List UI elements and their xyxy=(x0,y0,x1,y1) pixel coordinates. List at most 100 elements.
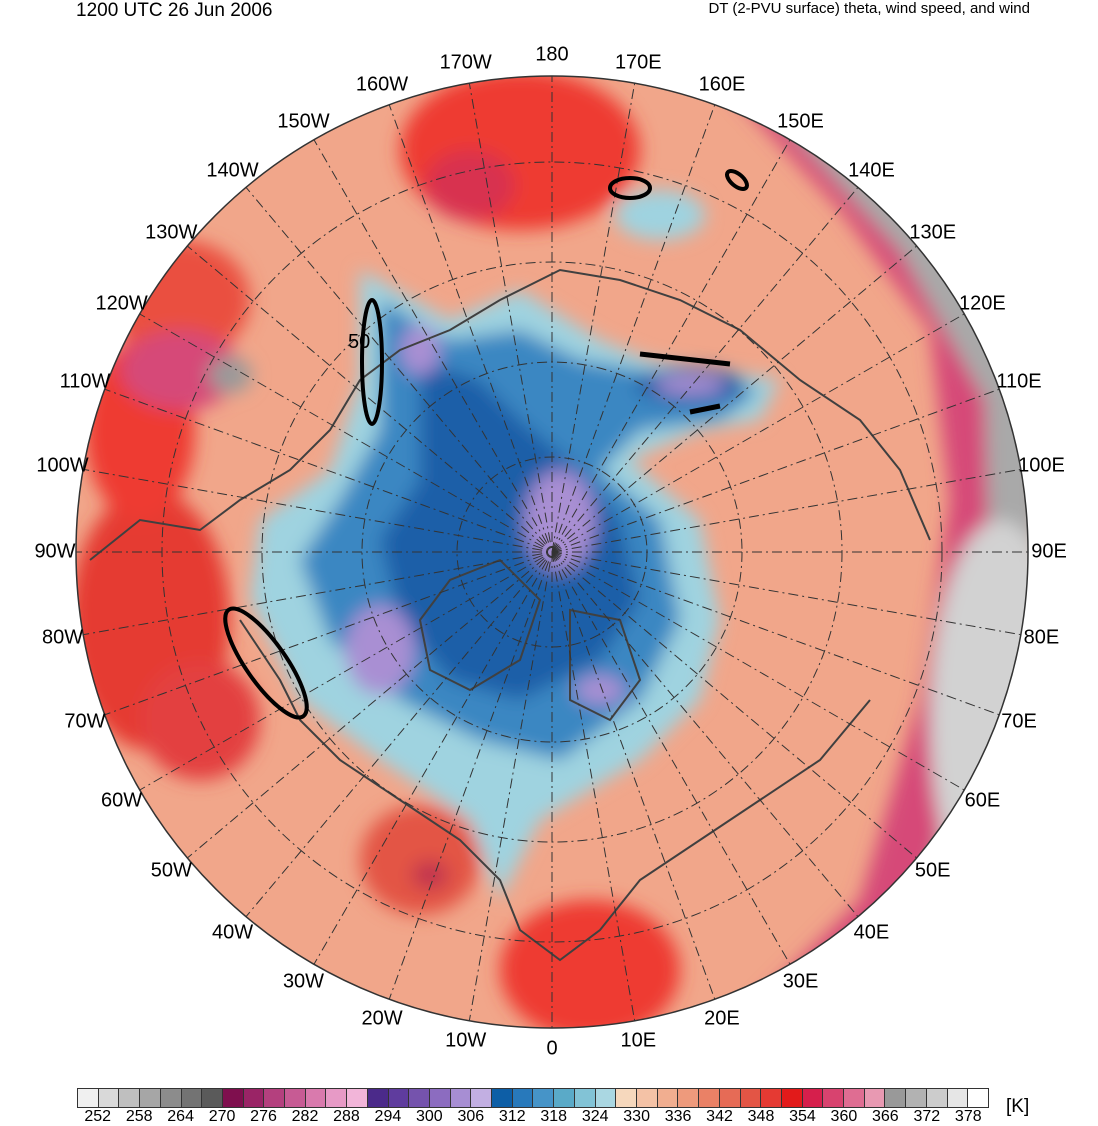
longitude-label: 100W xyxy=(36,454,89,477)
colorbar-swatch xyxy=(388,1089,410,1107)
longitude-label: 70E xyxy=(1001,710,1037,733)
colorbar-swatch xyxy=(533,1089,555,1107)
colorbar-swatch xyxy=(885,1089,907,1107)
longitude-label: 90W xyxy=(34,540,76,563)
graticule xyxy=(76,76,1028,1028)
colorbar-swatch xyxy=(595,1089,617,1107)
colorbar-tick-label: 372 xyxy=(913,1108,941,1125)
colorbar-swatch xyxy=(326,1089,348,1107)
colorbar-tick-label: 258 xyxy=(125,1108,153,1125)
longitude-label: 90E xyxy=(1031,540,1067,563)
longitude-label: 180 xyxy=(535,43,569,66)
colorbar-tick-label: 378 xyxy=(954,1108,982,1125)
colorbar-swatch xyxy=(202,1089,223,1107)
colorbar-swatch xyxy=(678,1089,700,1107)
coastlines xyxy=(89,268,931,962)
colorbar-swatch xyxy=(264,1089,286,1107)
colorbar-tick-label: 354 xyxy=(789,1108,816,1125)
meridian-line xyxy=(468,79,636,1025)
longitude-label: 50E xyxy=(914,859,951,882)
longitude-label: 110W xyxy=(59,370,111,393)
longitude-label: 170E xyxy=(614,51,662,74)
longitude-label: 130W xyxy=(145,221,198,244)
colorbar-swatch xyxy=(305,1089,327,1107)
longitude-label: 10W xyxy=(445,1029,487,1052)
colorbar-tick-label: 324 xyxy=(581,1108,609,1125)
colorbar-tick-label: 342 xyxy=(706,1108,733,1125)
longitude-label: 80W xyxy=(41,626,84,649)
colorbar-swatch xyxy=(285,1089,306,1107)
colorbar-tick-label: 300 xyxy=(416,1108,443,1125)
colorbar-swatch xyxy=(78,1089,99,1107)
colorbar-swatch xyxy=(471,1089,493,1107)
colorbar-tick-label: 282 xyxy=(291,1108,319,1125)
colorbar-swatch xyxy=(802,1089,824,1107)
contour-label: 50 xyxy=(348,331,370,353)
colorbar-unit: [K] xyxy=(1006,1096,1030,1117)
colorbar-tick-label: 306 xyxy=(457,1108,485,1125)
colorbar-tick-label: 318 xyxy=(540,1108,568,1125)
colorbar-tick-label: 264 xyxy=(167,1108,194,1125)
longitude-label: 110E xyxy=(996,370,1042,393)
colorbar-swatch xyxy=(864,1089,886,1107)
map-title-time: 1200 UTC 26 Jun 2006 xyxy=(76,0,273,21)
colorbar-swatch xyxy=(450,1089,472,1107)
colorbar-swatch xyxy=(160,1089,182,1107)
longitude-label: 60E xyxy=(964,789,1001,811)
longitude-label: 30W xyxy=(282,970,325,993)
longitude-label: 130E xyxy=(909,221,957,244)
colorbar-swatch xyxy=(554,1089,575,1107)
colorbar-swatch xyxy=(347,1089,368,1107)
meridian-line xyxy=(243,183,861,921)
longitude-label: 140E xyxy=(848,159,895,182)
colorbar-swatch xyxy=(243,1089,265,1107)
wind-speed-contours xyxy=(223,169,749,720)
longitude-label: 160W xyxy=(355,73,409,96)
colorbar-swatch xyxy=(367,1089,389,1107)
longitude-label: 140W xyxy=(206,159,259,182)
colorbar-swatch xyxy=(181,1089,203,1107)
colorbar-tick-label: 336 xyxy=(664,1108,692,1125)
colorbar-tick-label: 288 xyxy=(333,1108,360,1125)
colorbar-swatch xyxy=(926,1089,948,1107)
map-title-field: DT (2-PVU surface) theta, wind speed, an… xyxy=(708,0,1030,17)
colorbar-swatch xyxy=(636,1089,658,1107)
colorbar-swatch xyxy=(719,1089,741,1107)
map-boundary xyxy=(75,75,1029,1029)
longitude-label: 100E xyxy=(1018,454,1065,477)
longitude-label: 80E xyxy=(1023,626,1060,649)
longitude-label: 170W xyxy=(439,51,492,74)
colorbar-swatch xyxy=(761,1089,782,1107)
colorbar-swatch xyxy=(409,1089,430,1107)
colorbar-tick-label: 252 xyxy=(84,1108,112,1125)
colorbar-tick-label: 330 xyxy=(623,1108,650,1125)
longitude-label: 120W xyxy=(95,292,148,314)
longitude-label: 150E xyxy=(777,110,824,133)
colorbar-swatch xyxy=(657,1089,679,1107)
colorbar-swatch xyxy=(492,1089,513,1107)
colorbar-tick-label: 360 xyxy=(830,1108,858,1125)
colorbar-swatch xyxy=(968,1089,988,1107)
longitude-label: 40E xyxy=(853,921,890,944)
colorbar-tick-label: 348 xyxy=(747,1108,775,1125)
longitude-label: 40W xyxy=(211,921,254,944)
colorbar-tick-label: 312 xyxy=(498,1108,526,1125)
meridian-line xyxy=(183,243,921,861)
colorbar-swatch xyxy=(781,1089,803,1107)
longitude-label: 50W xyxy=(150,859,192,882)
colorbar-swatch xyxy=(574,1089,596,1107)
longitude-label: 160E xyxy=(698,73,746,96)
longitude-label: 120E xyxy=(959,292,1006,314)
longitude-label: 30E xyxy=(782,970,819,993)
colorbar-tick-label: 270 xyxy=(208,1108,236,1125)
colorbar-swatch xyxy=(740,1089,762,1107)
longitude-label: 150W xyxy=(277,110,330,133)
colorbar-tick-label: 294 xyxy=(374,1108,402,1125)
colorbar-swatch xyxy=(98,1089,120,1107)
colorbar-swatch xyxy=(429,1089,451,1107)
longitude-label: 0 xyxy=(546,1037,558,1060)
colorbar-swatch xyxy=(616,1089,637,1107)
longitude-label: 20E xyxy=(704,1007,740,1030)
colorbar-swatch xyxy=(844,1089,865,1107)
